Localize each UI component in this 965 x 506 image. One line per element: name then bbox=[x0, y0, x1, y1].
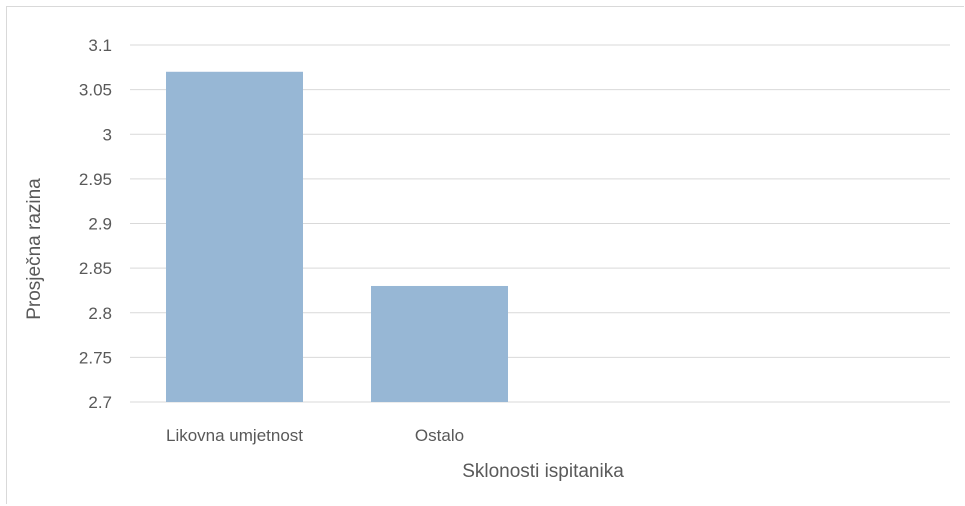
y-axis-ticks: 2.7 2.75 2.8 2.85 2.9 2.95 3 3.05 3.1 bbox=[79, 36, 112, 412]
bar bbox=[371, 285, 508, 402]
y-tick-label: 3.1 bbox=[88, 36, 112, 55]
y-tick-label: 2.9 bbox=[88, 215, 112, 234]
y-tick-label: 2.8 bbox=[88, 304, 112, 323]
y-tick-label: 2.75 bbox=[79, 348, 112, 367]
y-tick-label: 3 bbox=[103, 125, 112, 144]
chart-frame bbox=[6, 6, 964, 504]
y-tick-label: 2.95 bbox=[79, 170, 112, 189]
bars bbox=[166, 71, 508, 403]
bar bbox=[166, 71, 303, 403]
x-axis-title: Sklonosti ispitanika bbox=[462, 461, 624, 482]
gridlines bbox=[130, 44, 950, 403]
x-category-label: Likovna umjetnost bbox=[166, 426, 303, 445]
y-tick-label: 3.05 bbox=[79, 81, 112, 100]
y-axis-title: Prosječna razina bbox=[24, 178, 45, 320]
x-axis-categories: Likovna umjetnost Ostalo bbox=[166, 426, 464, 445]
y-tick-label: 2.85 bbox=[79, 259, 112, 278]
x-category-label: Ostalo bbox=[415, 426, 464, 445]
y-tick-label: 2.7 bbox=[88, 393, 112, 412]
